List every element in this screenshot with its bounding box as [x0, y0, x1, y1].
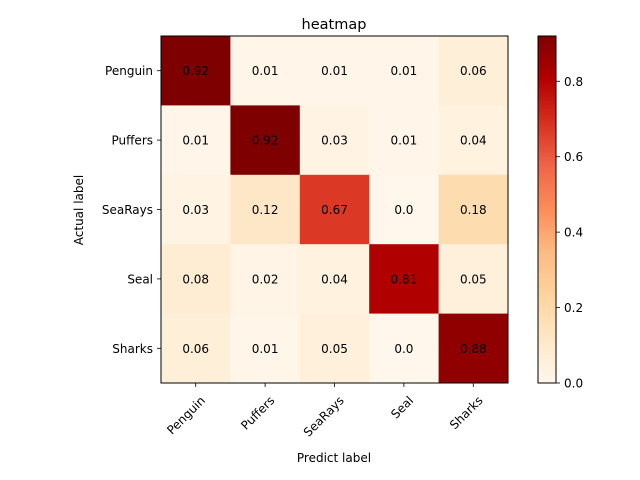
x-axis-label: Predict label — [297, 451, 371, 465]
y-axis-ticks: Penguin Puffers SeaRays Seal Sharks — [102, 64, 161, 356]
colorbar-tick-label-1: 0.2 — [564, 301, 583, 315]
cell-label-2-1: 0.12 — [252, 203, 279, 217]
heatmap-cell-4-2 — [299, 313, 370, 384]
cell-label-1-4: 0.04 — [460, 134, 487, 148]
cell-label-2-2: 0.67 — [321, 203, 348, 217]
heatmap-cell-2-1 — [230, 174, 301, 245]
cell-label-2-3: 0.0 — [394, 203, 413, 217]
cell-label-1-0: 0.01 — [182, 134, 209, 148]
colorbar-tick-label-4: 0.8 — [564, 75, 583, 89]
heatmap-cells — [161, 36, 509, 384]
heatmap-cell-0-1 — [230, 36, 301, 106]
heatmap-cell-2-2 — [299, 174, 370, 245]
heatmap-cell-0-0 — [161, 36, 231, 106]
heatmap-cell-0-4 — [438, 36, 509, 106]
cell-label-2-0: 0.03 — [182, 203, 209, 217]
cell-label-0-1: 0.01 — [252, 64, 279, 78]
x-tick-label-1: Puffers — [238, 393, 277, 432]
colorbar-ticks: 0.0 0.2 0.4 0.6 0.8 — [556, 75, 583, 391]
cell-label-4-4: 0.88 — [460, 342, 487, 356]
heatmap-cell-3-3 — [369, 244, 440, 315]
heatmap-cell-1-3 — [369, 105, 440, 176]
cell-label-1-3: 0.01 — [391, 134, 418, 148]
cell-label-0-0: 0.92 — [182, 64, 209, 78]
y-tick-label-0: Penguin — [105, 64, 153, 78]
cell-label-4-0: 0.06 — [182, 342, 209, 356]
cell-label-1-1: 0.92 — [252, 134, 279, 148]
cell-label-3-0: 0.08 — [182, 272, 209, 286]
x-axis-ticks: Penguin Puffers SeaRays Seal Sharks — [164, 383, 486, 440]
heatmap-cell-0-2 — [299, 36, 370, 106]
heatmap-cell-1-0 — [161, 105, 231, 176]
heatmap-cell-2-3 — [369, 174, 440, 245]
heatmap-cell-3-0 — [161, 244, 231, 315]
y-tick-label-3: Seal — [127, 272, 153, 286]
cell-label-0-3: 0.01 — [391, 64, 418, 78]
heatmap-cell-4-4 — [438, 313, 509, 384]
heatmap-cell-1-4 — [438, 105, 509, 176]
heatmap-cell-1-1 — [230, 105, 301, 176]
heatmap-cell-4-1 — [230, 313, 301, 384]
heatmap-cell-2-4 — [438, 174, 509, 245]
heatmap-cell-0-3 — [369, 36, 440, 106]
y-tick-label-4: Sharks — [112, 342, 153, 356]
x-tick-label-0: Penguin — [164, 393, 208, 437]
heatmap-cell-1-2 — [299, 105, 370, 176]
colorbar-tick-label-3: 0.6 — [564, 150, 583, 164]
heatmap-cell-4-0 — [161, 313, 231, 384]
cell-label-3-4: 0.05 — [460, 272, 487, 286]
cell-label-3-2: 0.04 — [321, 272, 348, 286]
x-tick-label-4: Sharks — [447, 393, 486, 432]
cell-label-2-4: 0.18 — [460, 203, 487, 217]
heatmap-cell-3-4 — [438, 244, 509, 315]
heatmap-cell-labels: 0.92 0.01 0.01 0.01 0.06 0.01 0.92 0.03 0.01 0.04… — [182, 64, 486, 356]
chart-title: heatmap — [302, 17, 367, 33]
x-tick-label-2: SeaRays — [301, 393, 347, 439]
y-tick-label-1: Puffers — [112, 134, 153, 148]
cell-label-4-1: 0.01 — [252, 342, 279, 356]
colorbar-tick-label-0: 0.0 — [564, 377, 583, 391]
y-axis-label: Actual label — [72, 175, 86, 245]
x-tick-label-3: Seal — [388, 393, 416, 421]
heatmap-cell-3-1 — [230, 244, 301, 315]
cell-label-3-3: 0.81 — [391, 272, 418, 286]
heatmap-cell-2-0 — [161, 174, 231, 245]
colorbar — [537, 35, 557, 384]
cell-label-4-3: 0.0 — [394, 342, 413, 356]
cell-label-1-2: 0.03 — [321, 134, 348, 148]
cell-label-0-4: 0.06 — [460, 64, 487, 78]
colorbar-tick-label-2: 0.4 — [564, 226, 583, 240]
cell-label-0-2: 0.01 — [321, 64, 348, 78]
heatmap-cell-4-3 — [369, 313, 440, 384]
heatmap-cell-3-2 — [299, 244, 370, 315]
y-tick-label-2: SeaRays — [102, 203, 153, 217]
cell-label-4-2: 0.05 — [321, 342, 348, 356]
cell-label-3-1: 0.02 — [252, 272, 279, 286]
